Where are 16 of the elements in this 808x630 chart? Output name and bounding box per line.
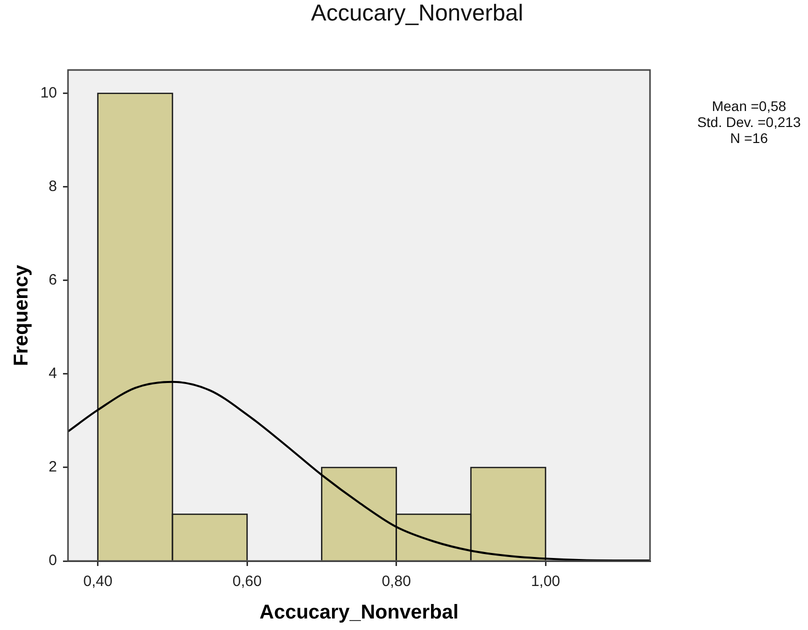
x-tick-label: 0,60 bbox=[232, 573, 262, 590]
text: Mean =0,58 bbox=[712, 98, 786, 114]
chart-title: Accucary_Nonverbal bbox=[311, 0, 524, 26]
y-tick-label: 8 bbox=[48, 178, 57, 196]
x-axis-title: Accucary_Nonverbal bbox=[260, 602, 458, 624]
y-tick-label: 0 bbox=[48, 552, 57, 570]
y-tick-label: 10 bbox=[40, 84, 57, 102]
y-tick-label: 2 bbox=[48, 458, 57, 476]
x-tick-label: 1,00 bbox=[530, 573, 560, 590]
y-tick-label: 6 bbox=[48, 272, 57, 289]
y-tick-label: 4 bbox=[48, 365, 57, 382]
y-axis-title: Frequency bbox=[10, 264, 33, 366]
x-tick-label: 0,80 bbox=[382, 573, 411, 590]
text: Std. Dev. =0,213 bbox=[697, 114, 802, 130]
text: N =16 bbox=[730, 130, 768, 146]
x-tick-label: 0,40 bbox=[83, 573, 112, 590]
